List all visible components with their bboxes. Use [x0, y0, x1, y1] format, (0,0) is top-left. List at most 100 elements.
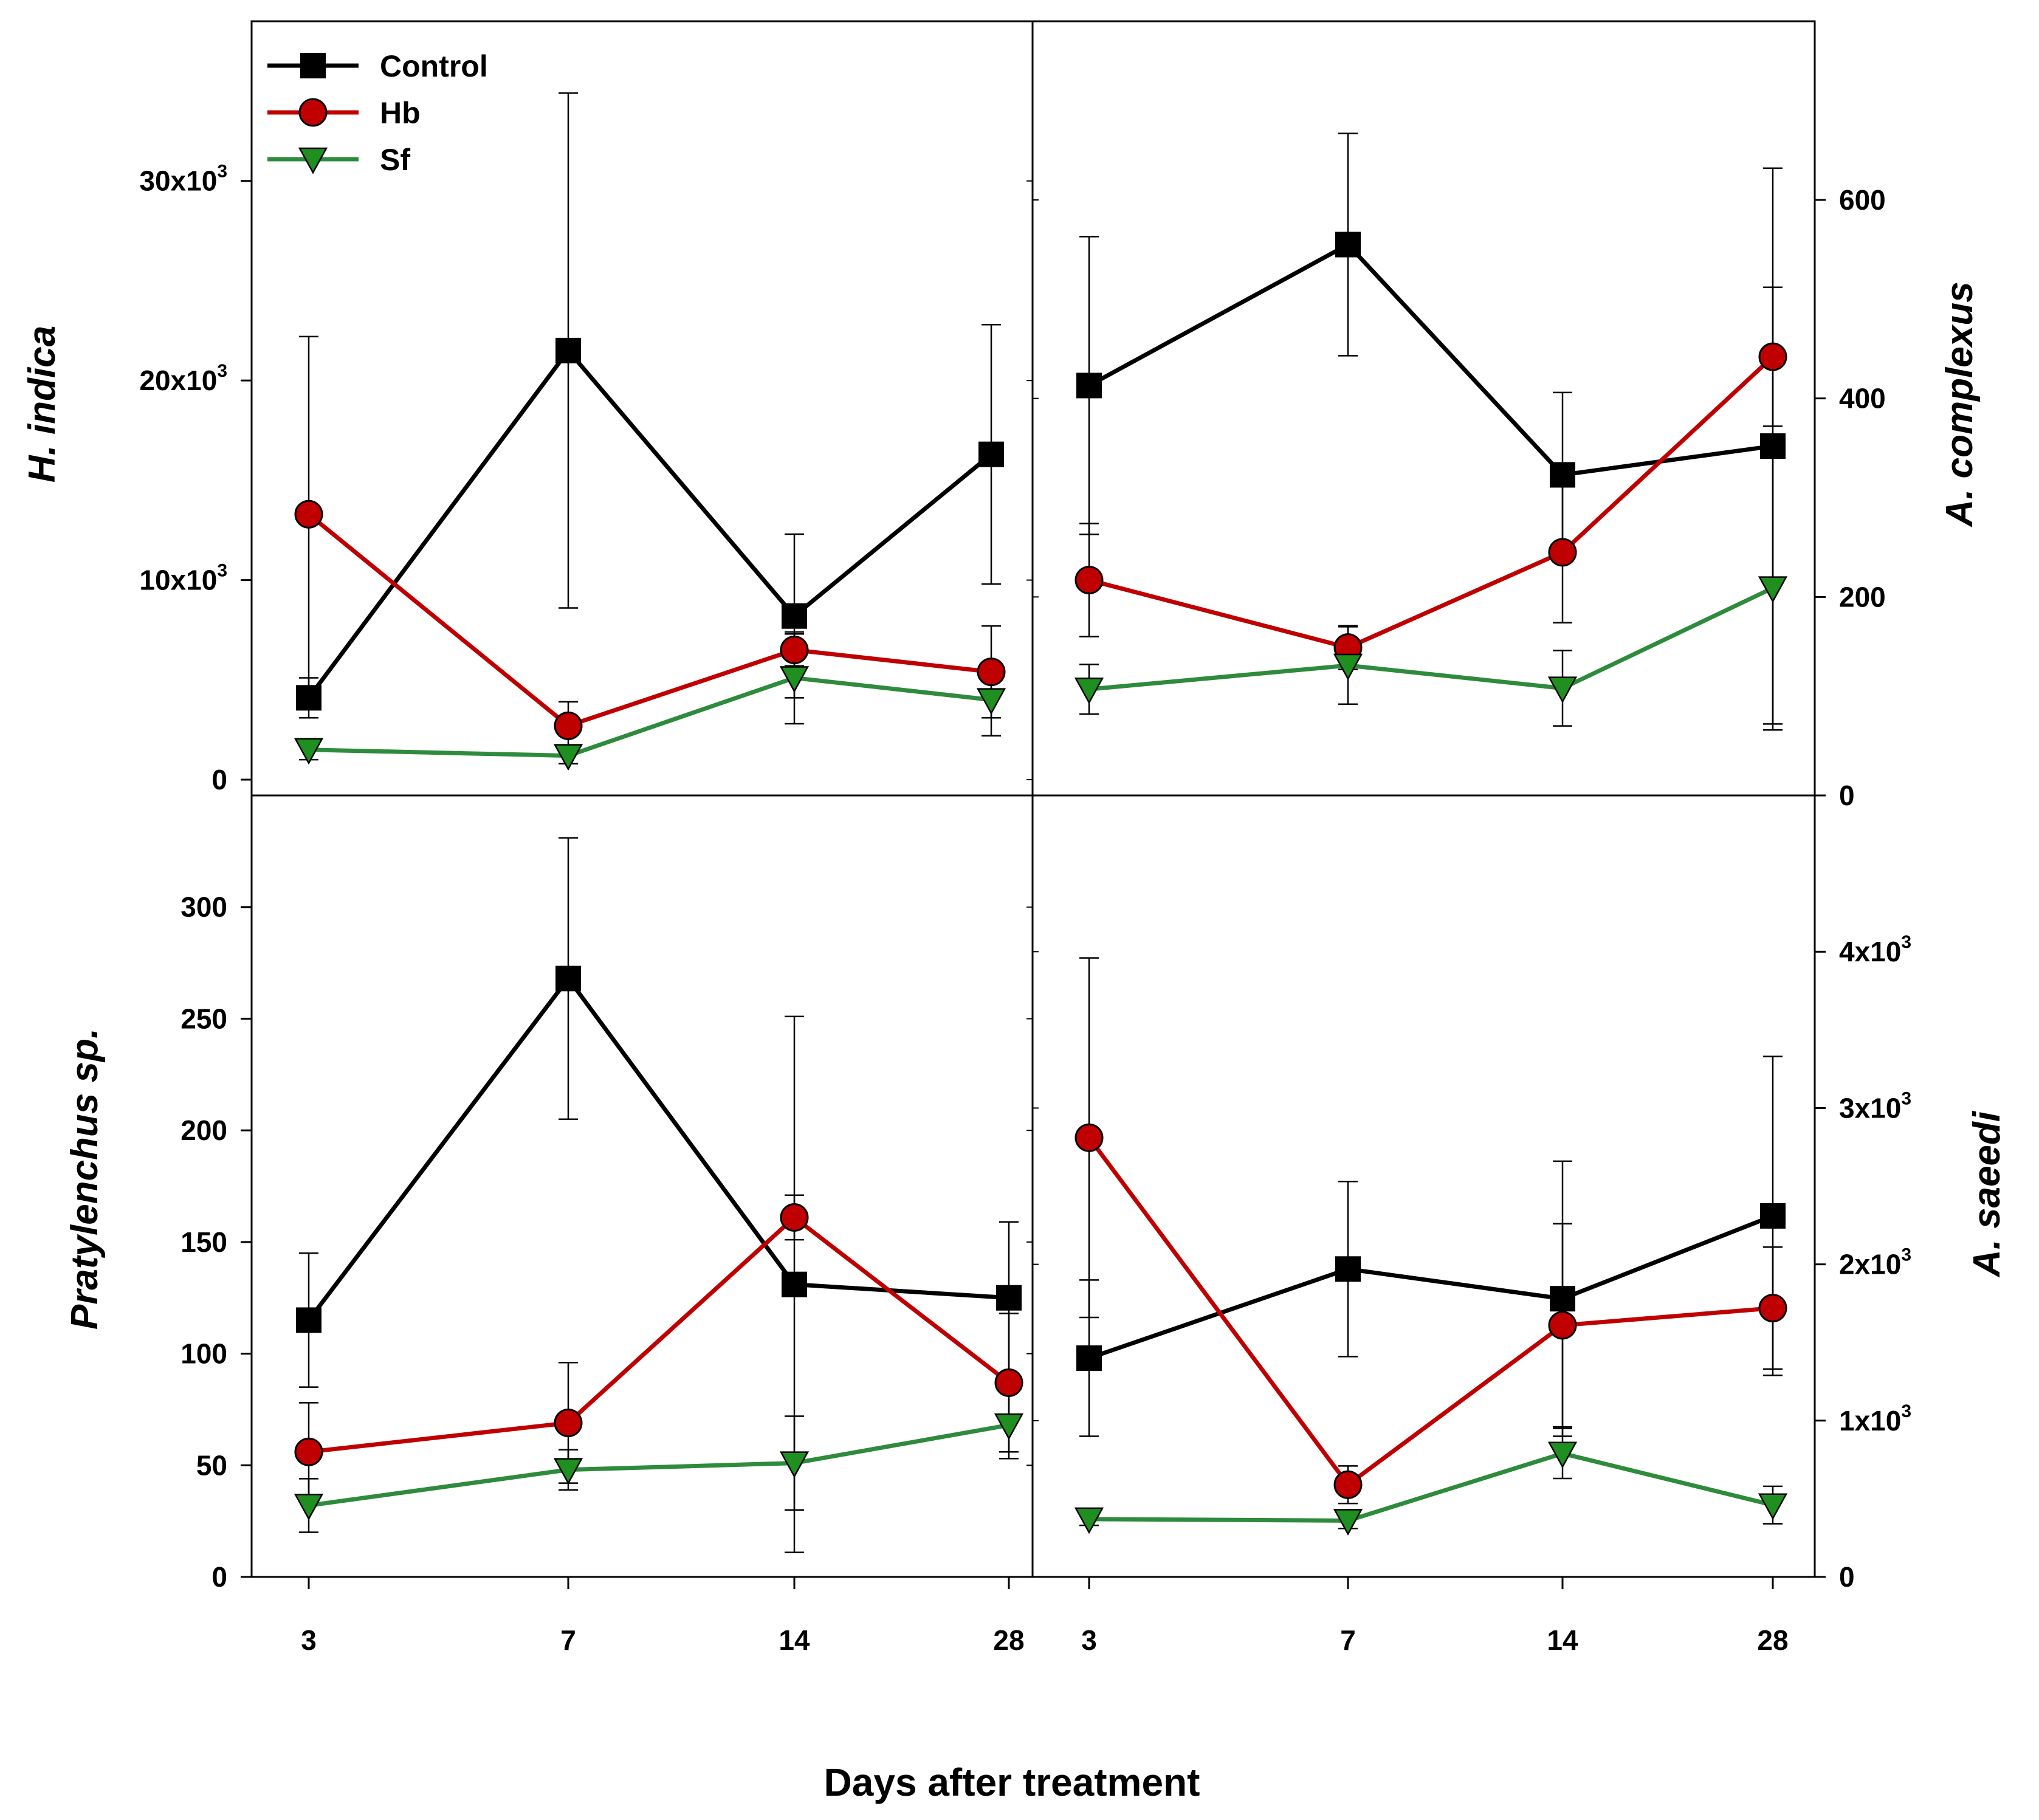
y-tick-label: 200 [1839, 581, 1886, 613]
data-point-sf [1333, 653, 1363, 681]
y-tick-base: 10x10 [139, 565, 217, 596]
x-tick-label: 3 [1081, 1624, 1097, 1656]
y-tick-label: 4x103 [1839, 932, 1911, 967]
legend-marker [300, 53, 326, 78]
legend-entry-hb: Hb [267, 96, 421, 130]
data-point-sf [976, 688, 1006, 715]
y-axis-title: H. indica [21, 326, 63, 482]
legend-entry-control: Control [267, 49, 488, 83]
data-point-control [1550, 462, 1575, 488]
data-point-control [296, 685, 321, 711]
data-point-control [1335, 232, 1361, 258]
y-tick-base: 1x10 [1839, 1405, 1901, 1437]
y-tick-label: 250 [181, 1003, 227, 1034]
y-tick-base: 300 [181, 891, 227, 923]
x-tick-label: 28 [993, 1624, 1024, 1656]
series-line-control [307, 347, 993, 699]
x-tick-label: 3 [301, 1624, 317, 1656]
data-point-sf [994, 1413, 1024, 1440]
legend-label: Control [380, 49, 488, 83]
y-tick-base: 2x10 [1839, 1249, 1901, 1280]
data-point-hb [294, 500, 323, 529]
data-point-hb [1548, 538, 1577, 567]
y-tick-label: 0 [1839, 780, 1855, 811]
data-point-sf [779, 1451, 810, 1478]
y-tick-base: 20x10 [139, 365, 217, 396]
legend-marker [298, 147, 328, 174]
y-tick-label: 150 [181, 1226, 227, 1258]
data-point-sf [1333, 1509, 1363, 1536]
panel-frame [1031, 794, 1816, 1578]
series-line-sf [1088, 586, 1774, 692]
panel-frame [250, 20, 1034, 797]
x-axis-title: Days after treatment [824, 1760, 1200, 1804]
y-tick-label: 3x103 [1839, 1088, 1911, 1124]
y-tick-label: 0 [211, 764, 227, 795]
y-tick-base: 0 [211, 764, 227, 795]
y-tick-base: 30x10 [139, 165, 217, 197]
data-point-sf [1074, 677, 1104, 704]
y-tick-label: 600 [1839, 184, 1886, 216]
data-point-sf [1074, 1507, 1104, 1534]
legend-entry-sf: Sf [267, 143, 410, 177]
data-point-hb [554, 711, 583, 740]
y-tick-base: 600 [1839, 184, 1886, 216]
data-point-control [996, 1285, 1022, 1311]
legend: Control Hb Sf [267, 49, 488, 177]
series-line-control [1088, 1214, 1774, 1361]
series-line-sf [1088, 1451, 1773, 1523]
panel-a-complexus: 0 200 400 600 A. complexus [1031, 20, 1981, 811]
panel-frame [250, 794, 1034, 1578]
data-point-hb [1075, 1123, 1104, 1152]
y-tick-base: 250 [181, 1003, 227, 1034]
data-point-hb [294, 1437, 323, 1466]
y-tick-label: 400 [1839, 383, 1886, 414]
data-point-control [1760, 1203, 1786, 1229]
y-axis-title: A. saeedi [1966, 1110, 2008, 1278]
data-point-control [1760, 433, 1786, 459]
series-line-control [1088, 242, 1773, 478]
data-point-hb [994, 1368, 1023, 1397]
y-axis-title: A. complexus [1939, 281, 1981, 527]
y-tick-exponent: 3 [1901, 1401, 1911, 1421]
data-point-hb [1548, 1311, 1577, 1340]
y-tick-label: 10x103 [139, 561, 227, 596]
legend-label: Hb [380, 96, 421, 130]
y-tick-exponent: 3 [1901, 932, 1911, 952]
legend-marker [298, 98, 328, 127]
y-tick-base: 200 [1839, 581, 1886, 613]
series-line-hb [1088, 355, 1775, 650]
data-point-sf [779, 666, 810, 693]
y-tick-label: 30x103 [139, 162, 227, 197]
x-tick-label: 7 [1340, 1624, 1356, 1656]
legend-label: Sf [380, 143, 410, 177]
data-point-control [1076, 1345, 1102, 1371]
y-axis-title: Pratylenchus sp. [64, 1028, 106, 1330]
y-tick-base: 200 [181, 1114, 227, 1146]
y-tick-label: 50 [196, 1449, 227, 1481]
series-line-hb [1087, 1136, 1773, 1488]
y-tick-exponent: 3 [217, 361, 227, 381]
data-point-hb [1333, 1470, 1363, 1499]
data-point-control [555, 337, 581, 363]
panel-frame [1031, 20, 1816, 797]
data-point-sf [294, 738, 324, 765]
series-line-hb [308, 1214, 1011, 1454]
y-tick-exponent: 3 [1901, 1245, 1911, 1265]
data-point-sf [553, 1458, 583, 1485]
y-tick-exponent: 3 [217, 561, 227, 581]
y-tick-label: 100 [181, 1338, 227, 1370]
data-point-sf [1547, 676, 1578, 704]
series-line-sf [308, 675, 992, 758]
series-line-control [307, 975, 1009, 1322]
y-tick-label: 300 [181, 891, 227, 923]
data-point-hb [1758, 1294, 1787, 1323]
y-tick-base: 0 [211, 1561, 227, 1593]
data-point-sf [1758, 576, 1788, 603]
x-tick-label: 14 [1547, 1624, 1578, 1656]
y-tick-exponent: 3 [217, 162, 227, 182]
data-point-control [782, 1271, 807, 1297]
